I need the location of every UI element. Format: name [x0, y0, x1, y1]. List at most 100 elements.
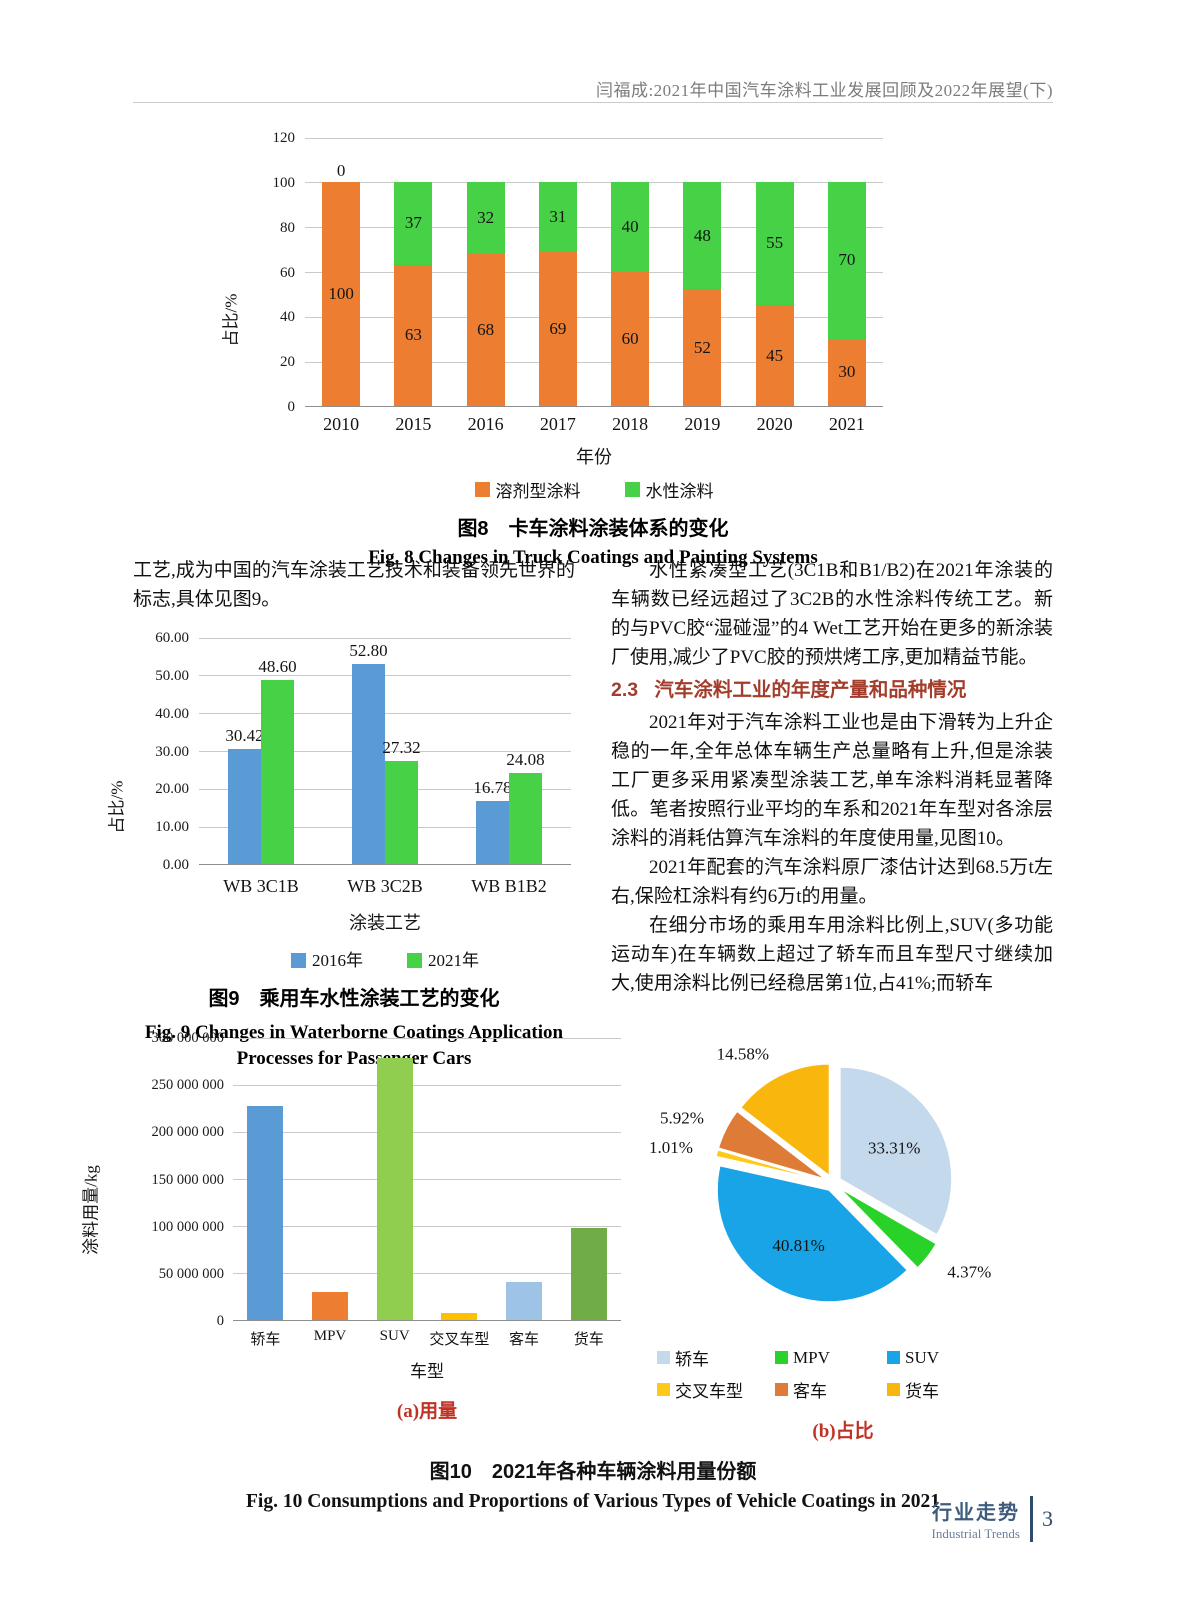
- figure-9-plot-area: 0.00 10.00 20.00 30.00 40.00 50.00 60.00 30.42 4…: [155, 630, 571, 873]
- bar-value-label: 70: [838, 250, 856, 270]
- bar-value-label: 48: [693, 225, 711, 245]
- figure-10-caption-zh: 图10 2021年各种车辆涂料用量份额: [429, 1461, 757, 1483]
- gridline: [233, 1084, 621, 1086]
- legend-color-swatch: [775, 1351, 788, 1364]
- y-axis-tick: 50 000 000: [158, 1265, 224, 1282]
- y-axis-tick: 40.00: [155, 705, 189, 722]
- bar-value-label: 69: [549, 318, 567, 338]
- bar-value-label: 60: [621, 328, 639, 348]
- gridline: [305, 182, 883, 184]
- y-axis-tick: 40: [280, 309, 295, 326]
- pie-slice-MPV: [838, 1187, 938, 1270]
- figure-9-caption-en-line2: Processes for Passenger Cars: [236, 1048, 472, 1069]
- bar-segment: [611, 181, 650, 272]
- x-axis-category-label: WB 3C1B: [223, 876, 299, 896]
- x-axis-category-label: 2020: [756, 414, 793, 434]
- bar-value-label: 27.32: [382, 737, 421, 757]
- gridline: [305, 227, 883, 229]
- y-axis-tick: 10.00: [155, 819, 189, 836]
- y-axis-tick: 60.00: [155, 630, 189, 646]
- legend-label: 溶剂型涂料: [495, 482, 581, 501]
- legend-color-swatch: [291, 953, 306, 968]
- paragraph: 2021年配套的汽车涂料原厂漆估计达到68.5万t左右,保险杠涂料有约6万t的用…: [611, 857, 1053, 907]
- legend-item: 水性涂料: [624, 477, 714, 502]
- x-axis-category-label: 2018: [612, 414, 649, 434]
- pie-percent-label: 1.01%: [649, 1138, 693, 1157]
- bar: [261, 680, 294, 864]
- bar-value-label: 55: [766, 233, 784, 253]
- legend-item: 溶剂型涂料: [474, 477, 581, 502]
- y-axis-tick: 250 000 000: [151, 1077, 225, 1094]
- bar-segment: [538, 251, 577, 406]
- figure-8-x-axis-title: 年份: [576, 447, 612, 467]
- legend-item: 2016年: [291, 946, 363, 975]
- bar-segment: [755, 181, 794, 306]
- gridline: [305, 361, 883, 363]
- legend-item: 交叉车型: [657, 1377, 775, 1402]
- legend-label: 货车: [905, 1382, 939, 1401]
- x-axis-category-label: MPV: [313, 1328, 347, 1344]
- figure-8-legend: 溶剂型涂料 水性涂料: [305, 477, 883, 502]
- bar-value-label: 30.42: [225, 725, 264, 745]
- figure-10a-y-axis-label: 涂料用量/kg: [81, 1165, 101, 1255]
- bar-value-label: 37: [404, 213, 422, 233]
- y-axis-tick: 0.00: [162, 857, 189, 873]
- legend-color-swatch: [407, 953, 422, 968]
- x-axis-category-label: 2019: [684, 414, 721, 434]
- bar: [228, 748, 261, 864]
- bar-segment: [683, 181, 722, 290]
- pie-percent-label: 33.31%: [868, 1139, 920, 1158]
- gridline: [305, 137, 883, 139]
- left-column: 工艺,成为中国的汽车涂装工艺技术和装备领先世界的标志,具体见图9。 占比/% 0…: [108, 556, 576, 1072]
- figure-9-x-labels: WB 3C1B WB 3C2B WB B1B2: [199, 872, 571, 901]
- legend-label: 交叉车型: [675, 1382, 743, 1401]
- figure-9-x-axis-title: 涂装工艺: [349, 913, 421, 933]
- header-rule: [133, 102, 1053, 103]
- figure-10a-x-labels: 轿车 MPV SUV 交叉车型 客车 货车: [233, 1328, 621, 1349]
- legend-color-swatch: [657, 1351, 670, 1364]
- y-axis-tick: 0: [216, 1313, 224, 1329]
- legend-label: 水性涂料: [645, 482, 714, 501]
- bar-segment: [827, 338, 866, 406]
- x-axis-category-label: WB 3C2B: [347, 876, 423, 896]
- figure-10a: 涂料用量/kg 0 50 000 000 100 000 000 150 000 00…: [82, 1030, 625, 1443]
- bar: [570, 1227, 607, 1320]
- x-axis-category-label: WB B1B2: [471, 876, 547, 896]
- page-footer: 行业走势 Industrial Trends 3: [932, 1496, 1053, 1542]
- gridline: [305, 316, 883, 318]
- gridline: [233, 1226, 621, 1228]
- gridline: [199, 637, 571, 639]
- bar: [509, 772, 542, 864]
- text-columns: 工艺,成为中国的汽车涂装工艺技术和装备领先世界的标志,具体见图9。 占比/% 0…: [108, 556, 1054, 1072]
- x-axis-category-label: SUV: [379, 1328, 410, 1344]
- x-axis-category-label: 货车: [573, 1332, 604, 1348]
- figure-8-x-labels: 2010 2015 2016 2017 2018 2019 2020 2021: [305, 414, 883, 435]
- legend-color-swatch: [887, 1383, 900, 1396]
- figure-10a-x-axis-title: 车型: [410, 1362, 444, 1381]
- legend-label: SUV: [905, 1347, 940, 1367]
- bar: [441, 1313, 478, 1320]
- figure-10b-subcaption: (b)占比: [812, 1421, 874, 1442]
- bar: [352, 664, 385, 864]
- x-axis-category-label: 交叉车型: [429, 1332, 490, 1348]
- bar-value-label: 0: [336, 160, 346, 180]
- gridline: [305, 272, 883, 273]
- legend-color-swatch: [887, 1351, 900, 1364]
- section-heading-2-3: 2.3 汽车涂料工业的年度产量和品种情况: [611, 679, 967, 701]
- paragraph: 在细分市场的乘用车用涂料比例上,SUV(多功能运动车)在车辆数上超过了轿车而且车…: [611, 915, 1053, 994]
- pie-percent-label: 40.81%: [772, 1236, 824, 1255]
- y-axis-tick: 80: [280, 219, 295, 236]
- y-axis-tick: 100: [272, 174, 296, 191]
- bar-value-label: 16.78: [473, 777, 512, 797]
- x-axis-category-label: 2010: [323, 414, 360, 434]
- bar-value-label: 63: [404, 325, 422, 345]
- legend-item: 2021年: [407, 946, 479, 975]
- footer-section-en: Industrial Trends: [931, 1526, 1020, 1541]
- bar-value-label: 68: [477, 319, 495, 339]
- pie-percent-label: 5.92%: [660, 1109, 704, 1128]
- bar-value-label: 30: [838, 362, 856, 382]
- bar-value-label: 32: [477, 207, 495, 227]
- figure-8-y-axis-label: 占比/%: [221, 293, 241, 347]
- bar-value-label: 52: [693, 337, 711, 357]
